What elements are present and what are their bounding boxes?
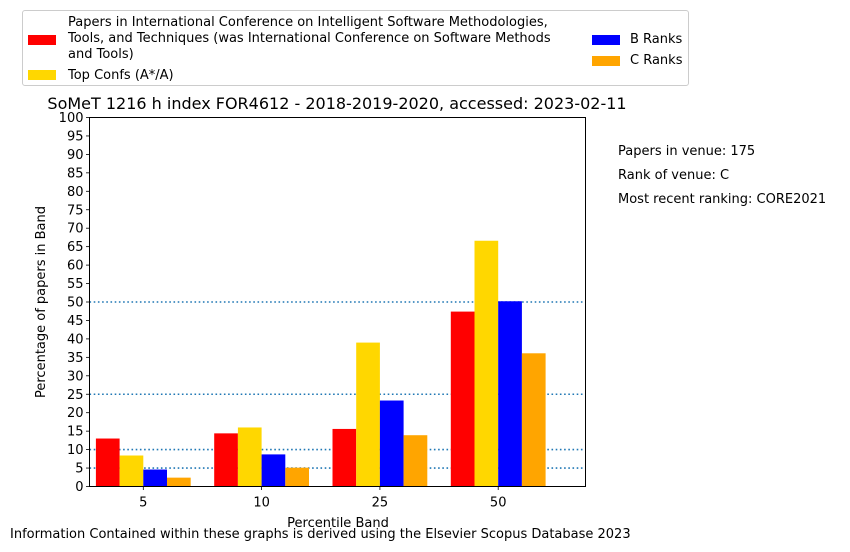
- legend: Papers in International Conference on In…: [22, 10, 689, 86]
- legend-swatch-top-confs: [28, 70, 56, 80]
- y-tick-label-75: 75: [67, 203, 84, 218]
- y-tick-label-55: 55: [67, 277, 84, 292]
- y-tick-label-20: 20: [67, 406, 84, 421]
- legend-swatch-b-ranks: [592, 35, 620, 45]
- bar-25-series-2: [379, 400, 404, 487]
- data-source-footer: Information Contained within these graph…: [10, 527, 631, 542]
- y-tick-label-90: 90: [67, 148, 84, 163]
- y-tick-label-15: 15: [67, 425, 84, 440]
- bar-50-series-0: [450, 311, 475, 487]
- bar-50-series-2: [498, 301, 522, 487]
- bar-5-series-2: [143, 469, 167, 487]
- x-axis: 5 10 25 50: [139, 486, 507, 511]
- legend-swatch-c-ranks: [592, 56, 620, 66]
- y-tick-label-85: 85: [67, 166, 84, 181]
- bar-10-series-1: [237, 427, 262, 487]
- y-tick-label-100: 100: [59, 111, 84, 126]
- y-tick-label-40: 40: [67, 332, 84, 347]
- x-tick-label-25: 25: [372, 496, 389, 511]
- bar-10-series-2: [261, 454, 286, 487]
- legend-label-b-ranks: B Ranks: [630, 32, 683, 47]
- y-axis: 0 5 10 15 20 25 30 35 40 45 50 55 60 65 70 75 80 85 90 95 10…: [59, 111, 90, 495]
- y-tick-label-50: 50: [67, 296, 84, 311]
- y-tick-label-60: 60: [67, 259, 84, 274]
- legend-label-venue: Papers in International Conference on In…: [68, 15, 551, 62]
- y-tick-label-30: 30: [67, 369, 84, 384]
- y-axis-label: Percentage of papers in Band: [34, 206, 49, 398]
- bar-25-series-0: [332, 428, 357, 487]
- x-tick-label-5: 5: [139, 496, 147, 511]
- x-tick-label-10: 10: [253, 496, 270, 511]
- bar-25-series-1: [356, 342, 380, 487]
- y-tick-label-10: 10: [67, 443, 84, 458]
- y-tick-label-0: 0: [75, 480, 83, 495]
- y-tick-label-70: 70: [67, 222, 84, 237]
- rank-of-venue-note: Rank of venue: C: [618, 168, 730, 183]
- y-tick-label-5: 5: [75, 462, 83, 477]
- bar-50-series-1: [474, 240, 499, 487]
- recent-ranking-note: Most recent ranking: CORE2021: [618, 192, 827, 207]
- bar-5-series-1: [119, 455, 144, 487]
- x-tick-label-50: 50: [490, 496, 507, 511]
- y-tick-label-65: 65: [67, 240, 84, 255]
- y-tick-label-45: 45: [67, 314, 84, 329]
- y-tick-label-25: 25: [67, 388, 84, 403]
- bar-5-series-3: [167, 477, 191, 487]
- y-tick-label-80: 80: [67, 185, 84, 200]
- chart-title: SoMeT 1216 h index FOR4612 - 2018-2019-2…: [47, 94, 626, 113]
- legend-label-c-ranks: C Ranks: [630, 53, 683, 68]
- bar-50-series-3: [521, 353, 546, 487]
- y-tick-label-35: 35: [67, 351, 84, 366]
- legend-swatch-venue: [28, 35, 56, 45]
- bars: [95, 240, 546, 487]
- papers-in-venue-note: Papers in venue: 175: [618, 144, 756, 159]
- bar-10-series-0: [214, 433, 238, 487]
- bar-10-series-3: [285, 467, 309, 487]
- legend-label-top-confs: Top Confs (A*/A): [68, 68, 174, 83]
- y-tick-label-95: 95: [67, 129, 84, 144]
- x-axis-label: Percentile Band: [287, 516, 389, 531]
- bar-5-series-0: [95, 438, 120, 487]
- bar-25-series-3: [403, 435, 428, 487]
